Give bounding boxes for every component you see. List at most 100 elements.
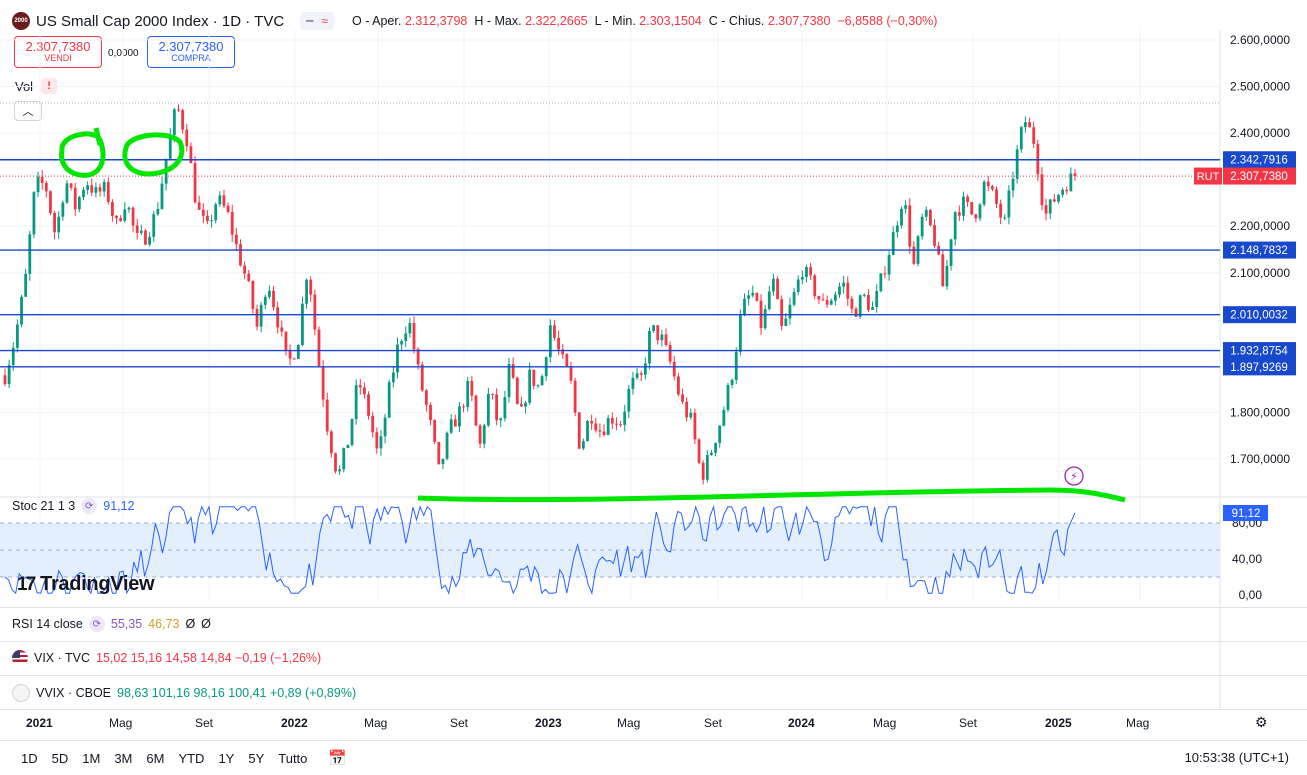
stoch-tick-label: 40,00 bbox=[1232, 552, 1262, 566]
candle-body bbox=[400, 341, 404, 345]
candle-body bbox=[156, 208, 160, 215]
warning-icon[interactable]: ! bbox=[41, 78, 58, 94]
candle-body bbox=[206, 215, 209, 222]
pane-divider bbox=[0, 675, 1307, 676]
timeframe-button[interactable]: 1Y bbox=[218, 750, 235, 766]
timeframe-button[interactable]: 3M bbox=[114, 750, 133, 766]
candle-body bbox=[15, 324, 19, 348]
candle-body bbox=[420, 364, 424, 391]
wave-icon[interactable]: ≈ bbox=[321, 14, 328, 28]
candle-body bbox=[520, 403, 523, 407]
level-price-label bbox=[1223, 358, 1296, 376]
sell-button[interactable]: 2.307,7380 VENDI bbox=[14, 36, 102, 68]
candle-body bbox=[247, 273, 251, 282]
candle-body bbox=[391, 372, 395, 383]
candle-body bbox=[635, 373, 639, 378]
stochastic-pane bbox=[0, 504, 1220, 596]
timeframe-button[interactable]: 6M bbox=[146, 750, 165, 766]
candle-body bbox=[350, 419, 354, 445]
vvix-icon bbox=[12, 684, 30, 702]
candle-body bbox=[123, 209, 127, 221]
date-range-icon[interactable]: 📅 bbox=[328, 750, 348, 767]
timeframe-button[interactable]: YTD bbox=[178, 750, 205, 766]
candle-body bbox=[503, 397, 507, 419]
candle-body bbox=[507, 363, 511, 398]
candle-body bbox=[239, 244, 242, 266]
timeframe-button[interactable]: 5D bbox=[51, 750, 69, 766]
current-price-text: 2.307,7380 bbox=[1230, 171, 1288, 183]
candle-body bbox=[796, 279, 800, 292]
candle-body bbox=[685, 401, 689, 418]
timeframe-button[interactable]: 1M bbox=[82, 750, 101, 766]
candle-body bbox=[999, 203, 1003, 218]
candle-body bbox=[511, 363, 515, 378]
candle-body bbox=[962, 196, 965, 216]
candle-body bbox=[900, 208, 903, 226]
us-flag-icon bbox=[12, 650, 28, 666]
time-axis-label: 2023 bbox=[535, 716, 562, 730]
price-tick-label: 2.400,0000 bbox=[1230, 126, 1290, 140]
candle-body bbox=[784, 318, 788, 326]
candle-body bbox=[726, 385, 730, 410]
candle-body bbox=[838, 286, 841, 295]
symbol-pill-controls[interactable]: ━ ≈ bbox=[300, 12, 334, 30]
tradingview-logo: 17 TradingView bbox=[17, 573, 155, 595]
settings-icon[interactable]: ⟳ bbox=[88, 616, 105, 632]
candle-body bbox=[672, 361, 676, 377]
stoch-legend[interactable]: Stoc 21 1 3 ⟳ 91,12 bbox=[12, 498, 135, 514]
candle-body bbox=[358, 385, 362, 388]
level-price-text: 2.342,7916 bbox=[1230, 155, 1288, 167]
vvix-legend[interactable]: VVIX · CBOE 98,63 101,16 98,16 100,41 +0… bbox=[12, 684, 356, 702]
symbol-tag-text: RUT bbox=[1197, 171, 1220, 183]
candle-body bbox=[652, 325, 656, 331]
event-marker-icon bbox=[1064, 466, 1084, 486]
candle-body bbox=[602, 431, 606, 435]
stoch-current-text: 91,12 bbox=[1232, 508, 1261, 520]
time-axis-label: Set bbox=[959, 716, 978, 730]
candle-body bbox=[24, 273, 28, 297]
timeframe-button[interactable]: 5Y bbox=[248, 750, 265, 766]
candle-body bbox=[1044, 205, 1048, 214]
candle-body bbox=[755, 292, 759, 301]
candle-body bbox=[36, 176, 40, 193]
candle-body bbox=[1024, 122, 1027, 128]
collapse-legend-button[interactable]: ︿ bbox=[14, 101, 42, 121]
candle-body bbox=[127, 207, 131, 210]
buy-button[interactable]: 2.307,7380 COMPRA bbox=[147, 36, 235, 68]
minus-icon[interactable]: ━ bbox=[306, 14, 314, 28]
candle-body bbox=[321, 366, 325, 400]
vix-legend[interactable]: VIX · TVC 15,02 15,16 14,58 14,84 −0,19 … bbox=[12, 650, 321, 666]
candle-body bbox=[660, 334, 664, 341]
candle-body bbox=[540, 376, 544, 386]
volume-legend[interactable]: Vol! bbox=[15, 78, 58, 94]
candle-body bbox=[441, 458, 445, 465]
candle-body bbox=[610, 418, 614, 424]
settings-icon[interactable]: ⟳ bbox=[81, 498, 98, 514]
settings-gear-icon[interactable]: ⚙ bbox=[1255, 714, 1268, 730]
candle-body bbox=[569, 366, 573, 381]
candle-body bbox=[168, 134, 172, 159]
candle-body bbox=[1061, 189, 1065, 195]
candle-body bbox=[875, 291, 879, 308]
candle-body bbox=[1015, 149, 1019, 179]
timeframe-button[interactable]: 1D bbox=[21, 750, 38, 766]
chart-header: 2000 US Small Cap 2000 Index · 1D · TVC … bbox=[12, 8, 937, 34]
timeframe-button[interactable]: Tutto bbox=[278, 750, 308, 766]
candle-body bbox=[805, 267, 808, 277]
time-axis[interactable]: 2021 Mag Set 2022 Mag Set 2023 Mag Set 2024 Mag Set… bbox=[0, 712, 1307, 736]
candle-body bbox=[181, 110, 185, 130]
candle-body bbox=[701, 462, 705, 480]
clock[interactable]: 10:53:38 (UTC+1) bbox=[1184, 750, 1289, 765]
candle-body bbox=[305, 279, 308, 304]
candle-body bbox=[11, 347, 15, 366]
candle-body bbox=[272, 290, 275, 308]
candle-body bbox=[929, 209, 932, 226]
candle-body bbox=[751, 292, 755, 296]
candle-body bbox=[788, 304, 792, 319]
candle-body bbox=[491, 393, 494, 395]
symbol-title[interactable]: US Small Cap 2000 Index · 1D · TVC bbox=[36, 12, 285, 30]
candle-body bbox=[548, 325, 552, 358]
candle-body bbox=[627, 388, 631, 412]
